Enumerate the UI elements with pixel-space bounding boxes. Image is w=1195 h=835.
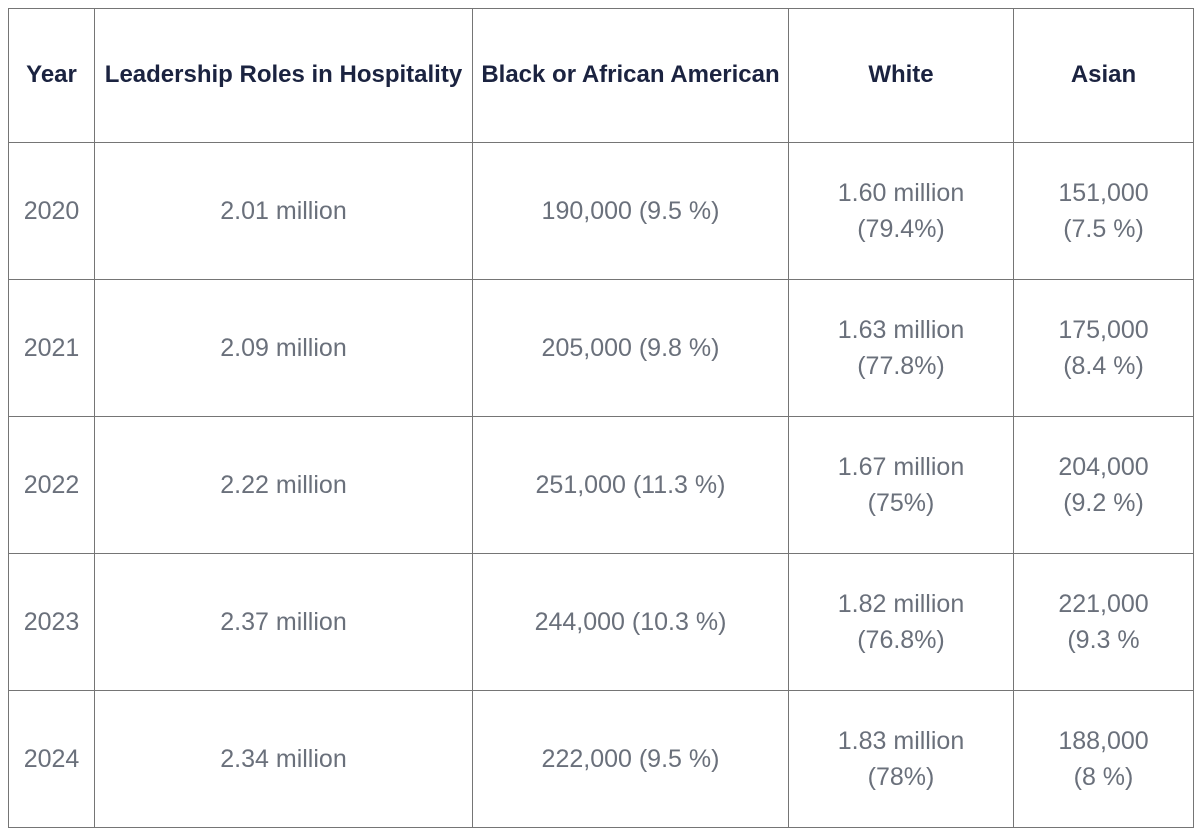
white-percent: (79.4%) (857, 215, 945, 243)
header-cell-white: White (788, 8, 1014, 143)
asian-percent: (8.4 %) (1063, 352, 1144, 380)
white-percent: (75%) (867, 489, 935, 517)
leadership-cell: 2.34 million (94, 690, 473, 828)
black-cell: 244,000 (10.3 %) (472, 553, 789, 691)
asian-count: 151,000 (1058, 178, 1149, 207)
table-row-2023: 2023 2.37 million 244,000 (10.3 %) 1.82 … (8, 553, 1194, 691)
leadership-cell: 2.01 million (94, 142, 473, 280)
header-row: Year Leadership Roles in Hospitality Bla… (8, 8, 1194, 143)
leadership-cell: 2.22 million (94, 416, 473, 554)
year-cell: 2020 (8, 142, 95, 280)
white-count: 1.63 million (837, 315, 965, 344)
white-count: 1.67 million (837, 452, 965, 481)
asian-count: 188,000 (1058, 726, 1149, 755)
black-cell: 251,000 (11.3 %) (472, 416, 789, 554)
black-cell: 205,000 (9.8 %) (472, 279, 789, 417)
asian-cell: 204,000 (9.2 %) (1013, 416, 1194, 554)
white-cell: 1.67 million (75%) (788, 416, 1014, 554)
black-cell: 222,000 (9.5 %) (472, 690, 789, 828)
white-count: 1.83 million (837, 726, 965, 755)
asian-percent: (8 %) (1073, 763, 1134, 791)
leadership-cell: 2.09 million (94, 279, 473, 417)
table-row-2022: 2022 2.22 million 251,000 (11.3 %) 1.67 … (8, 416, 1194, 554)
asian-count: 175,000 (1058, 315, 1149, 344)
asian-percent: (9.3 % (1067, 626, 1140, 654)
header-cell-black-or-african-american: Black or African American (472, 8, 789, 143)
asian-count: 221,000 (1058, 589, 1149, 618)
header-cell-asian: Asian (1013, 8, 1194, 143)
leadership-cell: 2.37 million (94, 553, 473, 691)
white-cell: 1.60 million (79.4%) (788, 142, 1014, 280)
year-cell: 2024 (8, 690, 95, 828)
hospitality-leadership-table: Year Leadership Roles in Hospitality Bla… (8, 8, 1194, 828)
white-percent: (77.8%) (857, 352, 945, 380)
asian-cell: 151,000 (7.5 %) (1013, 142, 1194, 280)
year-cell: 2022 (8, 416, 95, 554)
asian-count: 204,000 (1058, 452, 1149, 481)
white-cell: 1.63 million (77.8%) (788, 279, 1014, 417)
header-cell-year: Year (8, 8, 95, 143)
white-percent: (76.8%) (857, 626, 945, 654)
header-cell-leadership-roles: Leadership Roles in Hospitality (94, 8, 473, 143)
table-row-2020: 2020 2.01 million 190,000 (9.5 %) 1.60 m… (8, 142, 1194, 280)
white-cell: 1.83 million (78%) (788, 690, 1014, 828)
black-cell: 190,000 (9.5 %) (472, 142, 789, 280)
white-count: 1.82 million (837, 589, 965, 618)
table-row-2024: 2024 2.34 million 222,000 (9.5 %) 1.83 m… (8, 690, 1194, 828)
year-cell: 2023 (8, 553, 95, 691)
year-cell: 2021 (8, 279, 95, 417)
asian-cell: 175,000 (8.4 %) (1013, 279, 1194, 417)
table-row-2021: 2021 2.09 million 205,000 (9.8 %) 1.63 m… (8, 279, 1194, 417)
white-percent: (78%) (867, 763, 935, 791)
white-cell: 1.82 million (76.8%) (788, 553, 1014, 691)
asian-percent: (9.2 %) (1063, 489, 1144, 517)
white-count: 1.60 million (837, 178, 965, 207)
asian-cell: 221,000 (9.3 % (1013, 553, 1194, 691)
asian-percent: (7.5 %) (1063, 215, 1144, 243)
asian-cell: 188,000 (8 %) (1013, 690, 1194, 828)
